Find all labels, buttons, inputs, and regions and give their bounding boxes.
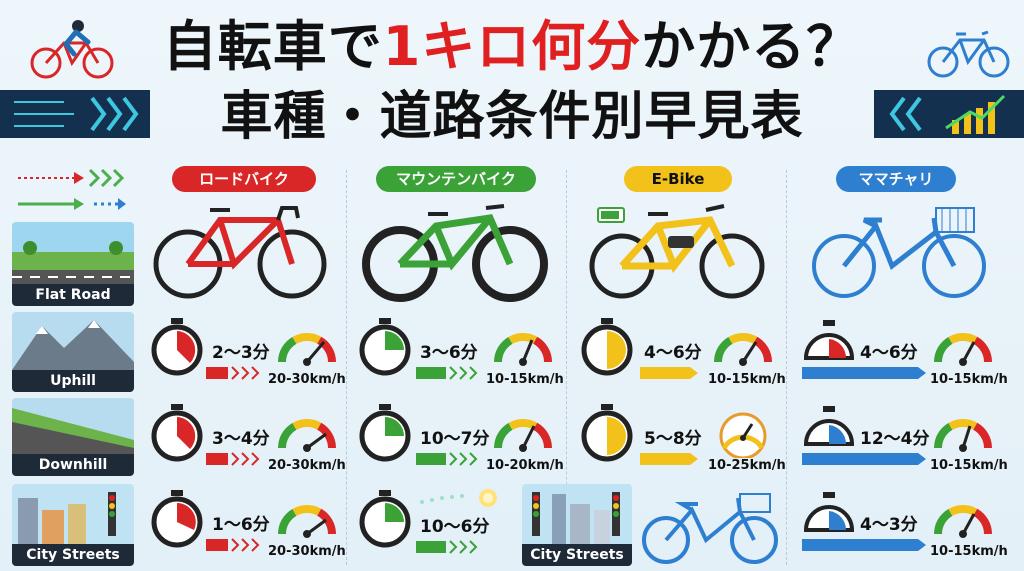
speed-value: 10-20km/h [486, 458, 564, 473]
row-label-downhill: Downhill [12, 454, 134, 476]
stopwatch-icon [803, 320, 855, 360]
bicycle-icon [927, 30, 1010, 78]
bike-label-mtb: マウンテンバイク [376, 166, 536, 192]
speed-value: 10-15km/h [930, 458, 1008, 473]
arrow-indicator [802, 453, 926, 465]
speedometer-icon [934, 333, 992, 366]
arrow-indicator [416, 540, 478, 554]
time-value: 4～6分 [644, 343, 702, 363]
mountain-bike-image [362, 204, 548, 302]
bike-label-mamachari: ママチャリ [836, 166, 956, 192]
speedometer-icon [278, 505, 336, 538]
speedometer-icon [278, 419, 336, 452]
title-pre: 自転車で [162, 15, 383, 78]
time-value: 5～8分 [644, 429, 702, 449]
row-label-flat-road: Flat Road [12, 284, 134, 306]
time-value: 3～4分 [212, 429, 270, 449]
time-value: 3～6分 [420, 343, 478, 363]
legend-arrows [18, 168, 126, 210]
speedometer-icon [494, 419, 552, 452]
arrow-indicator [802, 367, 926, 379]
arrow-indicator [206, 538, 260, 552]
speedometer-icon [714, 333, 772, 366]
mamachari-image [812, 207, 986, 298]
time-value: 10～6分 [420, 517, 490, 537]
arrow-indicator [802, 539, 926, 551]
speedometer-icon [494, 333, 552, 366]
time-value: 2～3分 [212, 343, 270, 363]
arrow-indicator [416, 452, 478, 466]
stopwatch-icon [581, 318, 633, 376]
speed-value: 10-15km/h [930, 544, 1008, 559]
bike-label-ebike: E-Bike [624, 166, 732, 192]
column-divider [346, 170, 347, 565]
title-accent: 1キロ何分 [382, 15, 642, 78]
stopwatch-icon [151, 404, 203, 462]
flat-road-panel: Flat Road [12, 222, 134, 306]
speed-value: 10-25km/h [708, 458, 786, 473]
stopwatch-icon [359, 404, 411, 462]
arrow-indicator [206, 452, 260, 466]
row-label-city-streets: City Streets [12, 544, 134, 566]
road-bike-image [153, 206, 327, 299]
arrow-indicator [416, 366, 478, 380]
column-divider [566, 170, 567, 565]
time-value: 4～6分 [860, 343, 918, 363]
sparkle-icon [420, 489, 497, 507]
ebike-image [589, 204, 765, 299]
speed-value: 20-30km/h [268, 458, 346, 473]
row-label-uphill: Uphill [12, 370, 134, 392]
title-post: かかる？ [641, 15, 862, 78]
speedometer-icon [719, 412, 767, 458]
time-value: 12～4分 [860, 429, 930, 449]
stopwatch-icon [581, 404, 633, 462]
overlay-label-city-streets: City Streets [522, 544, 632, 566]
stopwatch-icon [151, 318, 203, 376]
title-line-1: 自転車で1キロ何分かかる？ [0, 12, 1024, 82]
city-streets-panel: City Streets [12, 484, 134, 566]
left-banner [0, 90, 150, 138]
stopwatch-icon [803, 492, 855, 532]
arrow-indicator [640, 367, 698, 379]
time-value: 1～6分 [212, 515, 270, 535]
speedometer-icon [934, 505, 992, 538]
bike-label-road: ロードバイク [172, 166, 316, 192]
speedometer-icon [278, 333, 336, 366]
right-banner [874, 90, 1024, 138]
cyclist-icon [30, 20, 114, 79]
speedometer-icon [934, 419, 992, 452]
speed-value: 10-15km/h [708, 372, 786, 387]
speed-value: 10-15km/h [930, 372, 1008, 387]
uphill-panel: Uphill [12, 312, 134, 392]
time-value: 4～3分 [860, 515, 918, 535]
stopwatch-icon [359, 490, 411, 548]
stopwatch-icon [359, 318, 411, 376]
time-value: 10～7分 [420, 429, 490, 449]
downhill-panel: Downhill [12, 398, 134, 476]
arrow-indicator [640, 453, 698, 465]
speed-value: 20-30km/h [268, 544, 346, 559]
stopwatch-icon [803, 406, 855, 446]
speed-value: 20-30km/h [268, 372, 346, 387]
city-bike-image [642, 493, 778, 564]
arrow-indicator [206, 366, 260, 380]
stopwatch-icon [151, 490, 203, 548]
city-streets-overlay: City Streets [522, 484, 632, 566]
title-line-2: 車種・道路条件別早見表 [220, 87, 804, 147]
speed-value: 10-15km/h [486, 372, 564, 387]
column-divider [786, 170, 787, 565]
